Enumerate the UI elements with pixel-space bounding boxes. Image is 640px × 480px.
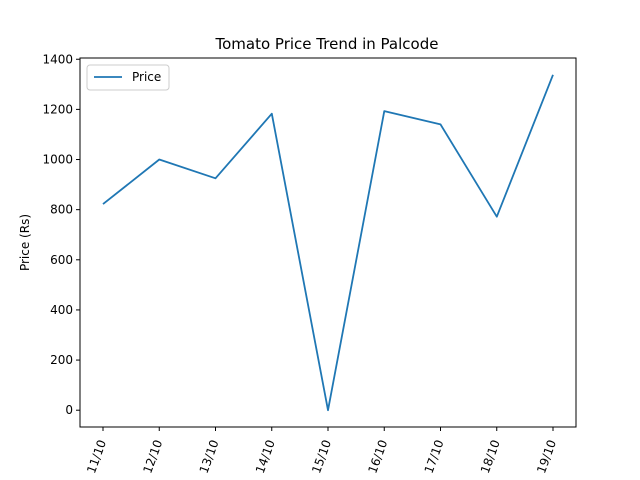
y-tick-label: 800 xyxy=(50,203,73,217)
plot-frame xyxy=(79,57,577,428)
x-tick-label: 13/10 xyxy=(197,438,222,475)
x-tick-label: 16/10 xyxy=(365,438,390,475)
plot-area xyxy=(102,74,554,412)
y-axis-label: Price (Rs) xyxy=(18,214,32,271)
series-line-price xyxy=(102,74,554,412)
legend-label-price: Price xyxy=(132,70,161,84)
x-tick-label: 14/10 xyxy=(253,438,278,475)
x-tick-label: 12/10 xyxy=(140,438,165,475)
x-tick-label: 19/10 xyxy=(534,438,559,475)
y-tick-label: 1000 xyxy=(42,153,73,167)
x-tick-label: 18/10 xyxy=(478,438,503,475)
y-tick-label: 400 xyxy=(50,303,73,317)
x-tick-label: 15/10 xyxy=(309,438,334,475)
y-tick-label: 200 xyxy=(50,353,73,367)
x-tick-label: 17/10 xyxy=(422,438,447,475)
y-tick-label: 600 xyxy=(50,253,73,267)
legend-box xyxy=(86,64,170,91)
axes: 0 200 400 600 800 1000 1200 1400 11/10 12/10 13/10… xyxy=(42,52,577,475)
y-tick-label: 1400 xyxy=(42,52,73,66)
y-tick-label: 1200 xyxy=(42,102,73,116)
chart-title: Tomato Price Trend in Palcode xyxy=(215,35,439,53)
legend: Price xyxy=(86,64,170,91)
x-tick-label: 11/10 xyxy=(84,438,109,475)
y-tick-label: 0 xyxy=(65,403,73,417)
